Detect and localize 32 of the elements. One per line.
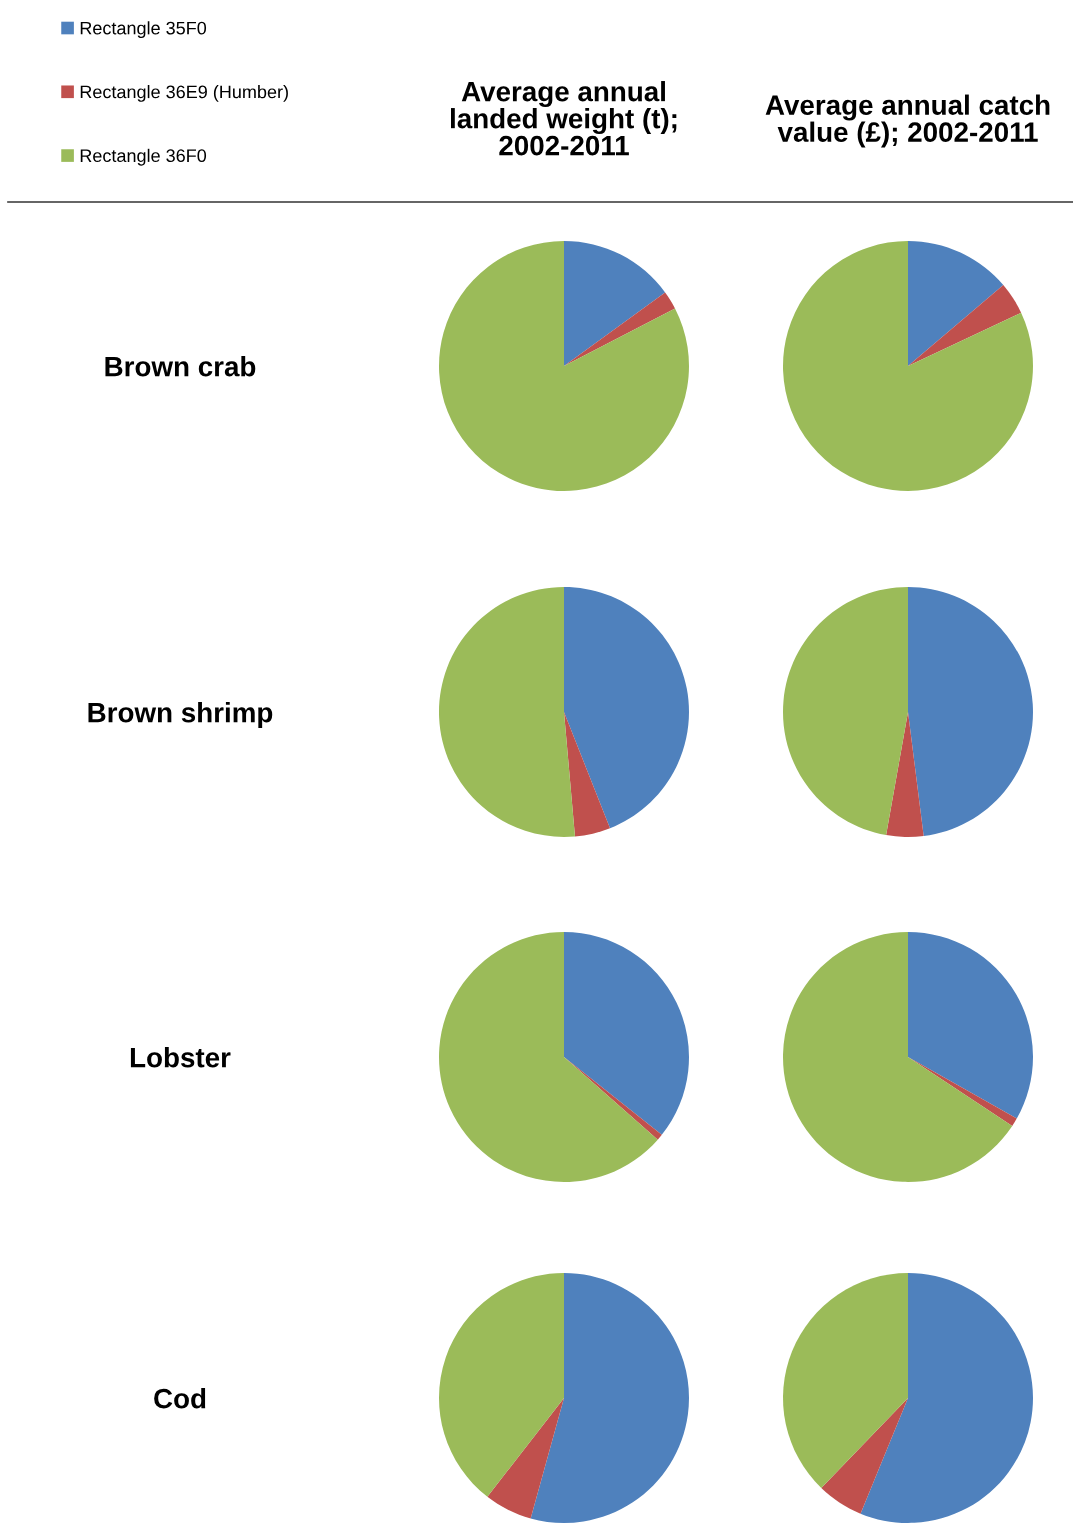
pie-slice [908,285,1022,366]
legend-label: Rectangle 36F0 [80,148,207,166]
pie-slice [783,1273,908,1489]
pie-slice [860,1273,1033,1523]
text: Cod [154,1388,206,1409]
pie-slice [908,587,1033,837]
pie-slice [908,1057,1017,1126]
pie-slice [530,1273,689,1523]
pie-slice [886,712,924,837]
pie-slice [908,932,1033,1119]
chart-title: Average annual catch value (£); 2002-2011 [765,94,1050,148]
legend-label: Rectangle 35F0 [80,21,207,39]
pie-slice [439,587,575,837]
pie-slice [564,241,666,366]
text: Average annual landed weight (t); 2002-2011 [450,81,677,156]
pie-slice [439,932,658,1182]
pie-slice [564,712,611,837]
text: Lobster [130,1047,231,1068]
pie-slice [439,241,689,491]
pie-slice [821,1398,908,1514]
pie-slice [783,241,1033,491]
pie-slice [564,292,676,366]
pie-slice [564,932,689,1135]
pie-slice [487,1398,564,1519]
pie-slice [908,241,1004,366]
text: Brown shrimp [88,702,273,728]
pie-slice [439,1273,564,1497]
pie-slice [564,587,689,829]
pie-slice [783,932,1013,1182]
text: Brown crab [105,356,256,377]
pie-slice [783,587,908,836]
legend-label: Rectangle 36E9 (Humber) [80,85,288,102]
